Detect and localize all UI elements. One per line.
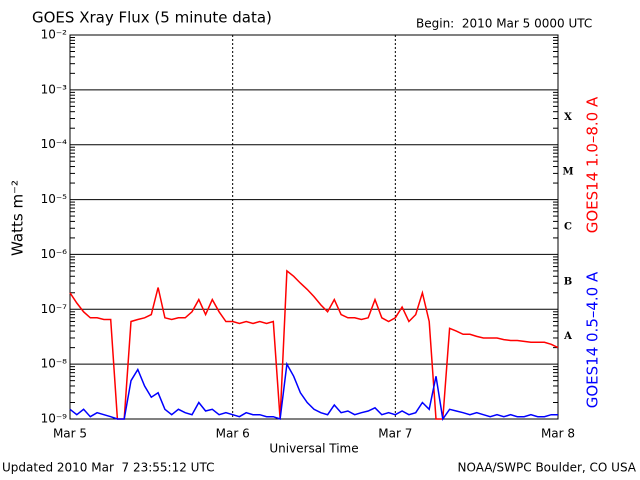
legend-label: GOES14 0.5–4.0 A <box>584 271 602 408</box>
y-axis-label: Watts m⁻² <box>9 180 27 256</box>
series-line <box>69 361 558 421</box>
y-tick-label: 10⁻² <box>41 28 68 42</box>
y-tick-label: 10⁻⁷ <box>41 302 68 316</box>
chart-subtitle: Begin: 2010 Mar 5 0000 UTC <box>416 17 592 31</box>
flare-class-label: X <box>564 112 572 123</box>
y-tick-label: 10⁻⁹ <box>41 412 68 426</box>
y-tick-label: 10⁻⁵ <box>41 192 68 206</box>
x-axis-label: Universal Time <box>269 442 358 456</box>
flare-class-label: M <box>562 167 573 178</box>
y-tick-label: 10⁻⁶ <box>41 247 68 261</box>
flare-class-label: C <box>564 222 572 233</box>
y-tick-label: 10⁻³ <box>41 82 68 96</box>
chart-title: GOES Xray Flux (5 minute data) <box>32 9 272 27</box>
legend-label: GOES14 1.0–8.0 A <box>584 96 602 233</box>
flare-class-label: B <box>564 276 572 287</box>
x-tick-label: Mar 5 <box>53 427 87 441</box>
series-line <box>69 269 559 420</box>
y-tick-label: 10⁻⁴ <box>41 137 68 151</box>
x-tick-label: Mar 7 <box>378 427 412 441</box>
x-tick-label: Mar 8 <box>541 427 575 441</box>
footer-left: Updated 2010 Mar 7 23:55:12 UTC <box>2 461 214 475</box>
flare-class-label: A <box>563 331 572 342</box>
x-tick-label: Mar 6 <box>216 427 250 441</box>
y-tick-label: 10⁻⁸ <box>41 357 68 371</box>
footer-right: NOAA/SWPC Boulder, CO USA <box>458 461 637 475</box>
